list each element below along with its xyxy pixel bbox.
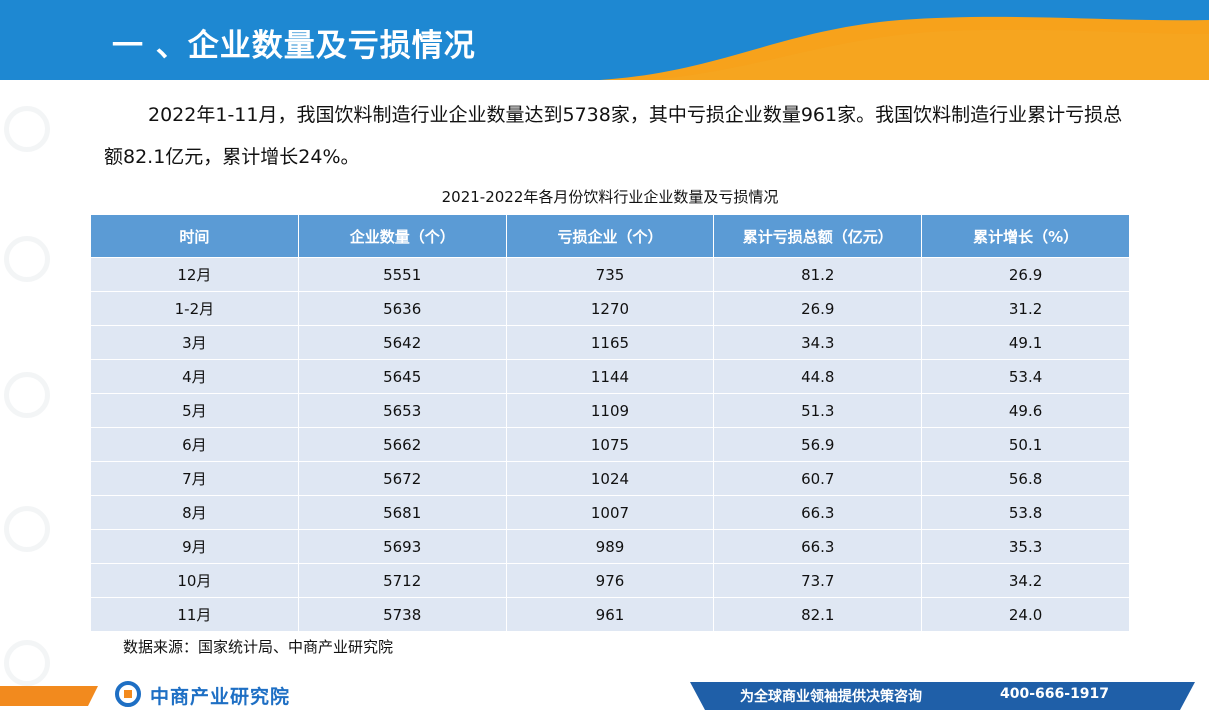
data-source-note: 数据来源：国家统计局、中商产业研究院 bbox=[123, 638, 394, 656]
table-cell: 26.9 bbox=[713, 291, 923, 326]
page-title: 一 、企业数量及亏损情况 bbox=[112, 28, 476, 64]
table-cell: 5738 bbox=[297, 597, 507, 632]
table-cell: 9月 bbox=[90, 529, 299, 564]
table-cell: 8月 bbox=[90, 495, 299, 530]
table-cell: 10月 bbox=[90, 563, 299, 598]
table-cell: 735 bbox=[505, 257, 715, 292]
table-cell: 56.9 bbox=[713, 427, 923, 462]
table-title: 2021-2022年各月份饮料行业企业数量及亏损情况 bbox=[441, 188, 779, 206]
table-cell: 11月 bbox=[90, 597, 299, 632]
company-logo-icon bbox=[115, 681, 141, 707]
company-logo-text: 中商产业研究院 bbox=[150, 686, 291, 708]
table-row: 5月 5653 1109 51.3 49.6 bbox=[90, 393, 1130, 428]
table-cell: 989 bbox=[505, 529, 715, 564]
table-cell: 5681 bbox=[297, 495, 507, 530]
intro-paragraph: 2022年1-11月，我国饮料制造行业企业数量达到5738家，其中亏损企业数量9… bbox=[104, 104, 1123, 168]
table-cell: 5551 bbox=[297, 257, 507, 292]
table-row: 4月 5645 1144 44.8 53.4 bbox=[90, 359, 1130, 394]
table-cell: 1165 bbox=[505, 325, 715, 360]
table-cell: 26.9 bbox=[921, 257, 1130, 292]
footer-phone: 400-666-1917 bbox=[1000, 686, 1110, 702]
table-cell: 81.2 bbox=[713, 257, 923, 292]
table-row: 10月 5712 976 73.7 34.2 bbox=[90, 563, 1130, 598]
table-row: 6月 5662 1075 56.9 50.1 bbox=[90, 427, 1130, 462]
table-cell: 5636 bbox=[297, 291, 507, 326]
table-cell: 56.8 bbox=[921, 461, 1130, 496]
table-cell: 1109 bbox=[505, 393, 715, 428]
table-header-row: 时间 企业数量（个） 亏损企业（个） 累计亏损总额（亿元） 累计增长（%） bbox=[90, 214, 1130, 258]
watermark-logo-icon bbox=[4, 640, 50, 686]
table-cell: 51.3 bbox=[713, 393, 923, 428]
table-row: 7月 5672 1024 60.7 56.8 bbox=[90, 461, 1130, 496]
watermark-logo-icon bbox=[4, 236, 50, 282]
table-cell: 49.1 bbox=[921, 325, 1130, 360]
table-cell: 66.3 bbox=[713, 495, 923, 530]
table-cell: 53.8 bbox=[921, 495, 1130, 530]
table-row: 8月 5681 1007 66.3 53.8 bbox=[90, 495, 1130, 530]
table-cell: 1075 bbox=[505, 427, 715, 462]
column-header: 累计增长（%） bbox=[921, 214, 1130, 258]
header-banner: 一 、企业数量及亏损情况 bbox=[0, 0, 1209, 80]
watermark-logo-icon bbox=[4, 506, 50, 552]
table-cell: 34.3 bbox=[713, 325, 923, 360]
table-cell: 31.2 bbox=[921, 291, 1130, 326]
table-cell: 5645 bbox=[297, 359, 507, 394]
table-cell: 1144 bbox=[505, 359, 715, 394]
table-cell: 34.2 bbox=[921, 563, 1130, 598]
table-cell: 44.8 bbox=[713, 359, 923, 394]
table-cell: 5642 bbox=[297, 325, 507, 360]
table-cell: 82.1 bbox=[713, 597, 923, 632]
table-cell: 24.0 bbox=[921, 597, 1130, 632]
table-row: 9月 5693 989 66.3 35.3 bbox=[90, 529, 1130, 564]
table-cell: 5693 bbox=[297, 529, 507, 564]
table-cell: 6月 bbox=[90, 427, 299, 462]
table-cell: 4月 bbox=[90, 359, 299, 394]
table-row: 1-2月 5636 1270 26.9 31.2 bbox=[90, 291, 1130, 326]
footer-background bbox=[0, 681, 1195, 710]
header-background bbox=[0, 0, 1209, 80]
column-header: 累计亏损总额（亿元） bbox=[713, 214, 923, 258]
watermark-logo-icon bbox=[4, 372, 50, 418]
table-cell: 976 bbox=[505, 563, 715, 598]
loss-data-table: 时间 企业数量（个） 亏损企业（个） 累计亏损总额（亿元） 累计增长（%） 12… bbox=[90, 214, 1130, 632]
table-cell: 1024 bbox=[505, 461, 715, 496]
table-row: 11月 5738 961 82.1 24.0 bbox=[90, 597, 1130, 632]
table-cell: 49.6 bbox=[921, 393, 1130, 428]
table-row: 12月 5551 735 81.2 26.9 bbox=[90, 257, 1130, 292]
table-cell: 5712 bbox=[297, 563, 507, 598]
table-cell: 66.3 bbox=[713, 529, 923, 564]
column-header: 企业数量（个） bbox=[297, 214, 507, 258]
footer-slogan: 为全球商业领袖提供决策咨询 bbox=[740, 689, 922, 705]
column-header: 时间 bbox=[90, 214, 299, 258]
table-cell: 5653 bbox=[297, 393, 507, 428]
column-header: 亏损企业（个） bbox=[505, 214, 715, 258]
table-cell: 73.7 bbox=[713, 563, 923, 598]
watermark-logo-icon bbox=[4, 106, 50, 152]
table-cell: 5672 bbox=[297, 461, 507, 496]
table-cell: 53.4 bbox=[921, 359, 1130, 394]
footer-bar: 中商产业研究院 为全球商业领袖提供决策咨询 400-666-1917 bbox=[0, 678, 1209, 718]
table-cell: 1270 bbox=[505, 291, 715, 326]
table-cell: 35.3 bbox=[921, 529, 1130, 564]
table-cell: 12月 bbox=[90, 257, 299, 292]
table-cell: 7月 bbox=[90, 461, 299, 496]
table-cell: 5662 bbox=[297, 427, 507, 462]
table-cell: 1007 bbox=[505, 495, 715, 530]
table-cell: 5月 bbox=[90, 393, 299, 428]
table-cell: 961 bbox=[505, 597, 715, 632]
table-cell: 60.7 bbox=[713, 461, 923, 496]
table-cell: 3月 bbox=[90, 325, 299, 360]
table-row: 3月 5642 1165 34.3 49.1 bbox=[90, 325, 1130, 360]
table-cell: 1-2月 bbox=[90, 291, 299, 326]
table-cell: 50.1 bbox=[921, 427, 1130, 462]
